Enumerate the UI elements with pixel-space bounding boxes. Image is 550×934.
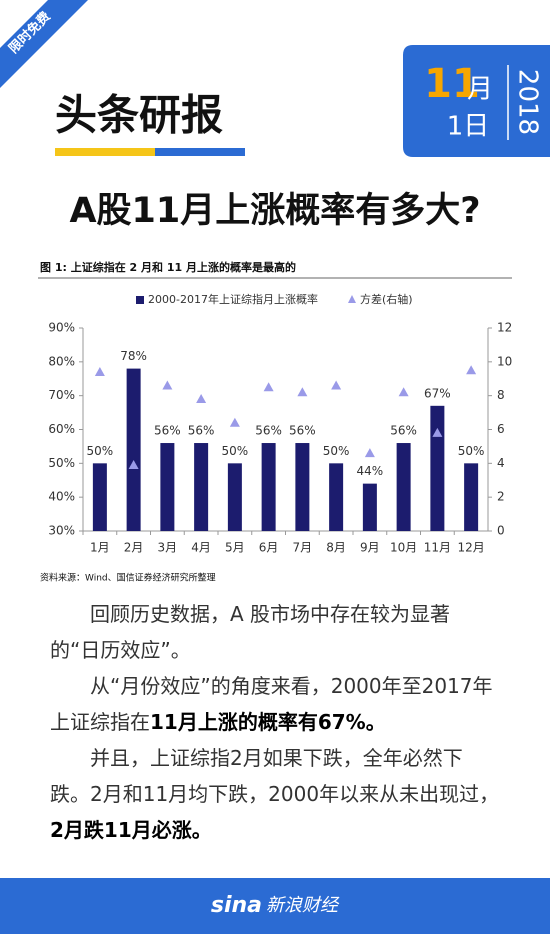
footer-logo: sina bbox=[211, 893, 262, 918]
x-tick-label: 8月 bbox=[326, 541, 346, 555]
y2-tick-label: 6 bbox=[497, 422, 505, 436]
y-tick-label: 90% bbox=[48, 321, 75, 335]
bar bbox=[430, 405, 445, 531]
bar bbox=[396, 443, 411, 531]
x-tick-label: 11月 bbox=[424, 541, 451, 555]
bar bbox=[295, 443, 310, 531]
bar bbox=[362, 483, 377, 531]
value-label: 50% bbox=[458, 444, 485, 458]
paragraph-strong: 2月跌11月必涨。 bbox=[50, 818, 212, 842]
legend-swatch bbox=[348, 295, 356, 303]
marker bbox=[331, 380, 342, 390]
x-tick-label: 7月 bbox=[293, 541, 313, 555]
value-label: 78% bbox=[120, 349, 147, 363]
value-label: 56% bbox=[154, 424, 181, 438]
paragraph-text: 并且，上证综指2月如果下跌，全年必然下跌。2月和11月均下跌，2000年以来从未… bbox=[50, 746, 500, 806]
date-day: 1日 bbox=[447, 112, 490, 142]
bar bbox=[126, 368, 141, 531]
bar bbox=[329, 463, 344, 531]
marker bbox=[128, 460, 139, 470]
marker bbox=[196, 394, 207, 404]
source: 资料来源：Wind、国信证券经济研究所整理 bbox=[40, 572, 216, 584]
y2-tick-label: 8 bbox=[497, 388, 505, 402]
brand: 头条研报 bbox=[55, 91, 223, 140]
y-tick-label: 40% bbox=[48, 490, 75, 504]
bar bbox=[464, 463, 479, 531]
y-tick-label: 30% bbox=[48, 524, 75, 538]
bar bbox=[194, 443, 209, 531]
footer-name: 新浪财经 bbox=[266, 895, 340, 916]
paragraph: 从“月份效应”的角度来看，2000年至2017年上证综指在11月上涨的概率有67… bbox=[50, 668, 500, 740]
y2-tick-label: 12 bbox=[497, 321, 512, 335]
date-month: 11 bbox=[424, 61, 480, 107]
value-label: 50% bbox=[222, 444, 249, 458]
value-label: 56% bbox=[255, 424, 282, 438]
x-tick-label: 3月 bbox=[158, 541, 178, 555]
bar bbox=[261, 443, 276, 531]
date-month-unit: 月 bbox=[467, 75, 493, 105]
value-label: 56% bbox=[188, 424, 215, 438]
paragraph: 并且，上证综指2月如果下跌，全年必然下跌。2月和11月均下跌，2000年以来从未… bbox=[50, 740, 500, 848]
paragraph-text: 从“月份效应”的角度来看，2000年至2017年上证综指在 bbox=[50, 674, 493, 734]
y-tick-label: 70% bbox=[48, 388, 75, 402]
value-label: 56% bbox=[289, 424, 316, 438]
brand-bar bbox=[155, 148, 245, 156]
marker bbox=[364, 448, 375, 458]
bar bbox=[92, 463, 107, 531]
ribbon-band bbox=[0, 0, 88, 88]
value-label: 50% bbox=[323, 444, 350, 458]
marker bbox=[398, 387, 409, 397]
marker bbox=[432, 427, 443, 437]
legend-swatch bbox=[136, 296, 144, 304]
value-label: 56% bbox=[390, 424, 417, 438]
marker bbox=[466, 365, 477, 375]
y2-tick-label: 10 bbox=[497, 354, 512, 368]
brand-bar bbox=[55, 148, 155, 156]
y2-tick-label: 2 bbox=[497, 490, 505, 504]
paragraph: 回顾历史数据，A 股市场中存在较为显著的“日历效应”。 bbox=[50, 596, 500, 668]
value-label: 50% bbox=[87, 444, 114, 458]
marker bbox=[162, 380, 173, 390]
y2-tick-label: 0 bbox=[497, 524, 505, 538]
bar bbox=[160, 443, 175, 531]
date-box bbox=[403, 45, 550, 157]
y2-tick-label: 4 bbox=[497, 456, 505, 470]
chart: 图 1: 上证综指在 2 月和 11 月上涨的概率是最高的 资料来源：Wind、… bbox=[38, 260, 512, 584]
bar bbox=[227, 463, 242, 531]
body-text: 回顾历史数据，A 股市场中存在较为显著的“日历效应”。 从“月份效应”的角度来看，… bbox=[50, 596, 500, 848]
x-tick-label: 1月 bbox=[90, 541, 110, 555]
y-tick-label: 50% bbox=[48, 456, 75, 470]
paragraph-strong: 11月上涨的概率有67%。 bbox=[150, 710, 386, 734]
marker bbox=[229, 417, 240, 427]
value-label: 44% bbox=[357, 464, 384, 478]
marker bbox=[263, 382, 274, 392]
x-tick-label: 5月 bbox=[225, 541, 245, 555]
chart-title: 图 1: 上证综指在 2 月和 11 月上涨的概率是最高的 bbox=[40, 260, 296, 274]
marker bbox=[297, 387, 308, 397]
y-tick-label: 60% bbox=[48, 422, 75, 436]
headline: A股11月上涨概率有多大? bbox=[69, 191, 480, 231]
x-tick-label: 2月 bbox=[124, 541, 144, 555]
y-tick-label: 80% bbox=[48, 354, 75, 368]
marker bbox=[94, 366, 105, 376]
legend-label: 2000-2017年上证综指月上涨概率 bbox=[148, 292, 318, 306]
x-tick-label: 10月 bbox=[390, 541, 417, 555]
x-tick-label: 9月 bbox=[360, 541, 380, 555]
x-tick-label: 6月 bbox=[259, 541, 279, 555]
date-year: 2018 bbox=[513, 69, 543, 135]
footer-bar bbox=[0, 878, 550, 934]
x-tick-label: 12月 bbox=[457, 541, 484, 555]
legend-label: 方差(右轴) bbox=[360, 292, 413, 306]
paragraph-text: 回顾历史数据，A 股市场中存在较为显著的“日历效应”。 bbox=[50, 602, 451, 662]
value-label: 67% bbox=[424, 386, 451, 400]
x-tick-label: 4月 bbox=[191, 541, 211, 555]
